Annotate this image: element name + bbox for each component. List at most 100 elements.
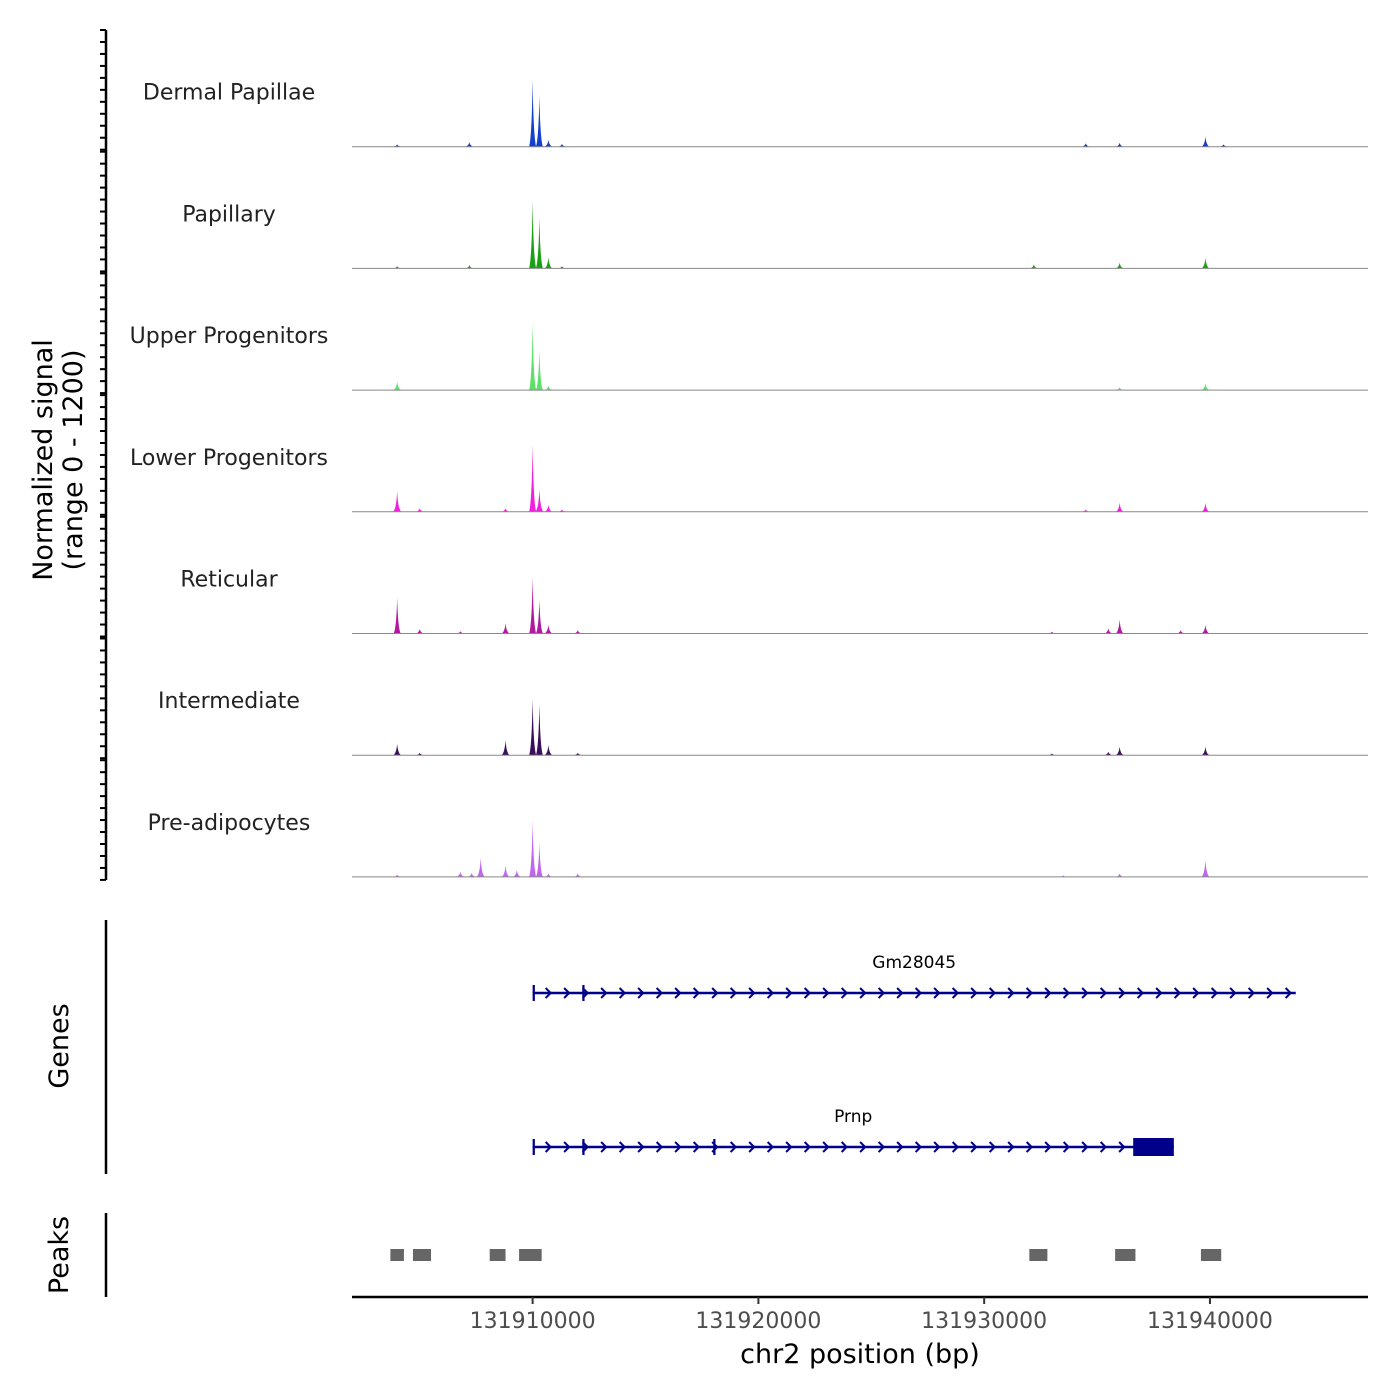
signal-peak (529, 322, 537, 391)
strand-arrow-icon (766, 987, 775, 999)
signal-peak (501, 739, 510, 756)
track-reticular: Reticular (180, 568, 1368, 634)
track-label: Dermal Papillae (143, 81, 315, 106)
signal-peak (529, 820, 537, 877)
strand-arrow-icon (1155, 987, 1163, 999)
strand-arrow-icon (896, 987, 904, 999)
signal-peak (535, 704, 543, 756)
track-papillary: Papillary (182, 200, 1368, 269)
signal-peak (1115, 142, 1124, 147)
strand-arrow-icon (1062, 987, 1071, 999)
strand-arrow-icon (1118, 1141, 1126, 1153)
peaks-panel-label: Peaks (44, 1216, 75, 1294)
signal-peak (1081, 143, 1090, 147)
strand-arrow-icon (1044, 1141, 1052, 1153)
x-tick-label: 131910000 (470, 1309, 596, 1334)
signal-peak (544, 625, 553, 634)
strand-arrow-icon (563, 987, 571, 999)
gene-exon (532, 985, 535, 1001)
x-axis-title: chr2 position (bp) (740, 1339, 980, 1370)
track-label: Reticular (180, 568, 278, 593)
signal-peak (465, 265, 474, 269)
signal-peak (1081, 509, 1090, 512)
gene-exon (1133, 1138, 1174, 1156)
strand-arrow-icon (692, 987, 701, 999)
signal-peak (393, 490, 402, 512)
gene-gm28045: Gm28045 (532, 953, 1296, 1001)
signal-peak (512, 870, 521, 877)
strand-arrow-icon (1136, 987, 1145, 999)
signal-peak (501, 623, 510, 634)
signal-peak (1047, 753, 1056, 756)
signal-peak (1115, 387, 1124, 391)
strand-arrow-icon (1099, 987, 1108, 999)
strand-arrow-icon (785, 987, 793, 999)
x-tick-label: 131940000 (1147, 1309, 1273, 1334)
peak-region (390, 1249, 404, 1261)
strand-arrow-icon (692, 1141, 701, 1153)
signal-peak (415, 628, 424, 634)
track-pre-adipocytes: Pre-adipocytes (148, 811, 1368, 878)
signal-peak (544, 505, 553, 512)
gene-exon (582, 1139, 585, 1155)
signal-peak (535, 842, 543, 877)
strand-arrow-icon (637, 1141, 645, 1153)
signal-peak (544, 745, 553, 756)
signal-peak (535, 489, 544, 512)
signal-peak (415, 752, 424, 756)
strand-arrow-icon (1118, 987, 1126, 999)
signal-peak (501, 865, 510, 877)
strand-arrow-icon (1081, 1141, 1089, 1153)
x-axis: 131910000 131920000 131930000 131940000 (352, 1295, 1368, 1334)
signal-peak (1115, 262, 1124, 269)
signal-peak (1201, 859, 1210, 877)
strand-arrow-icon (674, 987, 682, 999)
strand-arrow-icon (1025, 987, 1034, 999)
strand-arrow-icon (1229, 987, 1237, 999)
signal-peak (1115, 502, 1124, 512)
signal-peak (1047, 631, 1056, 634)
strand-arrow-icon (1081, 987, 1089, 999)
strand-arrow-icon (914, 1141, 923, 1153)
signal-peak (544, 873, 553, 877)
strand-arrow-icon (1044, 987, 1052, 999)
strand-arrow-icon (655, 1141, 664, 1153)
signal-peak (557, 143, 566, 147)
strand-arrow-icon (729, 1141, 738, 1153)
strand-arrow-icon (1192, 987, 1200, 999)
peak-region (412, 1249, 432, 1261)
signal-peak (1219, 144, 1228, 147)
peak-region (519, 1249, 542, 1261)
signal-peak (573, 752, 582, 756)
peak-region (489, 1249, 506, 1261)
signal-peak (1201, 257, 1210, 269)
track-label: Pre-adipocytes (148, 811, 311, 836)
strand-arrow-icon (803, 987, 812, 999)
track-label: Upper Progenitors (130, 324, 329, 349)
signal-peak (557, 266, 566, 269)
strand-arrow-icon (674, 1141, 682, 1153)
strand-arrow-icon (729, 987, 738, 999)
strand-arrow-icon (1284, 987, 1293, 999)
signal-peak (573, 630, 582, 634)
track-intermediate: Intermediate (158, 689, 1368, 756)
signal-peak (544, 139, 553, 147)
strand-arrow-icon (859, 1141, 867, 1153)
y-axis-title-line2: (range 0 - 1200) (58, 350, 89, 571)
signal-peak (1201, 136, 1210, 147)
strand-arrow-icon (544, 1141, 553, 1153)
signal-peak (1104, 751, 1113, 756)
gene-panel: Gm28045 Prnp (104, 920, 1296, 1174)
signal-peak (557, 509, 566, 512)
strand-arrow-icon (951, 987, 960, 999)
strand-arrow-icon (637, 987, 645, 999)
track-upper-progenitors: Upper Progenitors (130, 322, 1368, 391)
signal-peak (529, 443, 537, 512)
peak-region (1200, 1249, 1222, 1261)
strand-arrow-icon (600, 987, 608, 999)
peak-region (1115, 1249, 1136, 1261)
gene-exon (713, 1139, 716, 1155)
signal-peak (1201, 502, 1210, 512)
signal-peak (573, 873, 582, 877)
peak-panel (104, 1213, 1222, 1297)
